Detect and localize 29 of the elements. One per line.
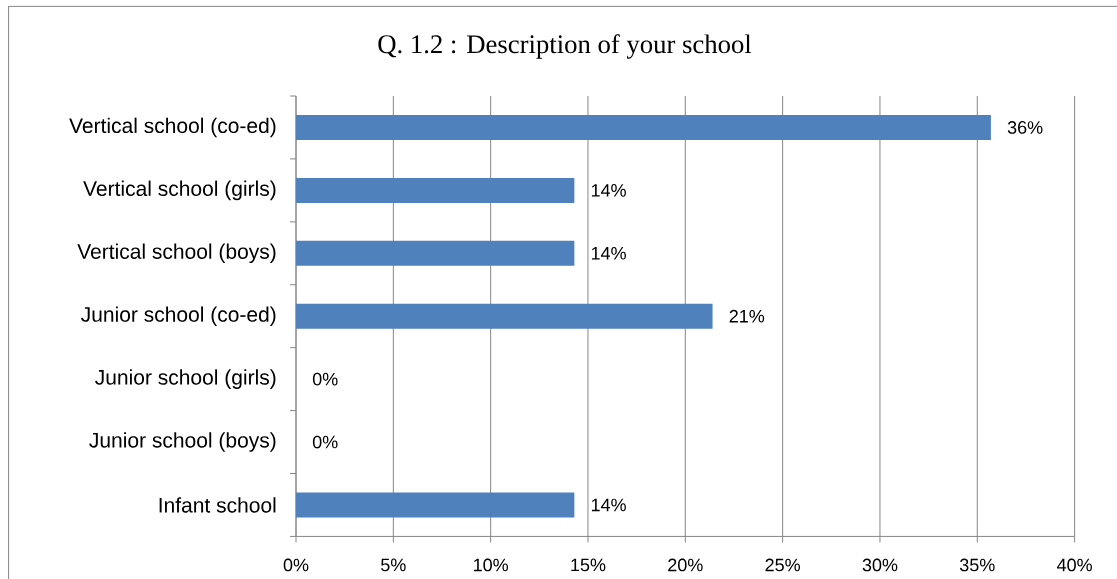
- x-tick-label: 5%: [381, 558, 406, 572]
- bar: [296, 240, 575, 266]
- chart-title: Q. 1.2 : Description of your school: [378, 34, 752, 59]
- x-tick-label: 20%: [668, 558, 703, 572]
- data-label: 14%: [591, 247, 626, 260]
- y-tick-label: Infant school: [159, 497, 276, 513]
- bar: [296, 177, 575, 203]
- data-label: 14%: [591, 184, 626, 197]
- data-label: 0%: [312, 372, 338, 386]
- x-tick-label: 15%: [571, 558, 606, 572]
- y-tick-label: Junior school (girls): [95, 369, 276, 389]
- x-tick-label: 25%: [765, 558, 800, 572]
- data-label: 21%: [729, 309, 765, 323]
- data-label: 0%: [312, 435, 338, 449]
- y-tick-label: Vertical school (co-ed): [69, 117, 276, 138]
- y-tick-label: Junior school (co-ed): [81, 306, 276, 326]
- y-tick-label: Junior school (boys): [89, 432, 276, 452]
- bar: [296, 114, 991, 140]
- x-tick-label: 10%: [474, 558, 509, 572]
- x-tick-label: 30%: [862, 558, 898, 572]
- y-tick-label: Vertical school (boys): [77, 243, 276, 264]
- x-tick-label: 40%: [1057, 558, 1092, 572]
- bar: [296, 303, 713, 329]
- bar: [296, 492, 575, 518]
- data-label: 36%: [1007, 121, 1043, 134]
- y-tick-label: Vertical school (girls): [83, 180, 276, 201]
- data-label: 14%: [591, 498, 626, 512]
- x-tick-label: 0%: [283, 558, 309, 572]
- x-tick-label: 35%: [959, 558, 995, 572]
